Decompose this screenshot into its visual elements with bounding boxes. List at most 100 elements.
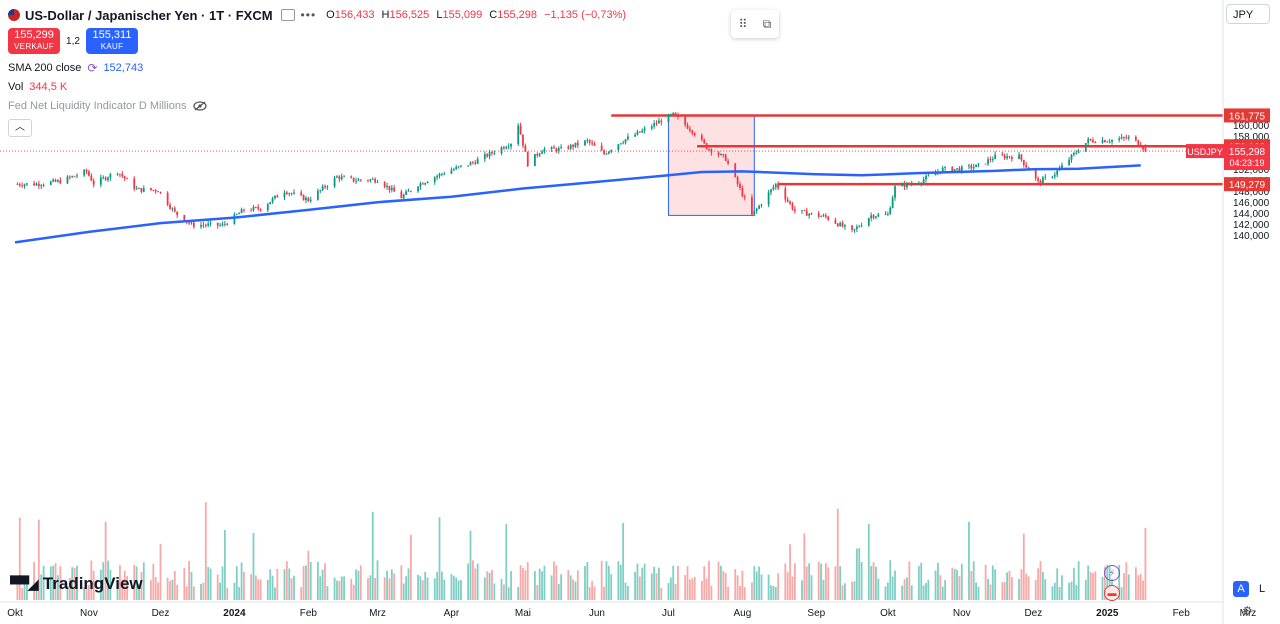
candle-body [290, 193, 293, 195]
candle-body [436, 175, 439, 178]
volume-bar [200, 583, 202, 600]
x-tick-label: Apr [444, 608, 460, 619]
candle-body [68, 176, 71, 178]
candle-body [488, 151, 491, 157]
x-tick-label: Okt [7, 608, 23, 619]
volume-bar [605, 561, 608, 600]
volume-bar [271, 575, 274, 600]
dividends-event-icon[interactable]: ⚡ [1104, 565, 1120, 581]
volume-bar [305, 565, 307, 600]
candle-body [672, 112, 675, 115]
volume-bar [767, 574, 770, 600]
x-tick-label: Mrz [369, 608, 386, 619]
candle-body [1123, 137, 1125, 138]
volume-bar [739, 585, 741, 600]
currency-selector[interactable]: JPY [1226, 4, 1270, 24]
volume-bar [250, 574, 253, 600]
candle-body [1070, 154, 1073, 160]
candle-body [526, 151, 529, 167]
candle-body [59, 180, 62, 184]
candle-body [188, 222, 190, 224]
symbol-row[interactable]: US-Dollar / Japanischer Yen · 1T · FXCM … [8, 6, 630, 24]
volume-bar [700, 580, 703, 600]
candle-body [171, 208, 174, 210]
high-key: H [381, 9, 390, 21]
volume-bar [786, 572, 789, 600]
sma-indicator-row[interactable]: SMA 200 close ⟳ 152,743 [8, 58, 630, 77]
volume-bar [235, 566, 238, 600]
collapse-legend-button[interactable]: ︿ [8, 119, 32, 137]
candle-body [285, 192, 288, 194]
volume-bar [54, 563, 57, 600]
candle-body [23, 184, 26, 187]
volume-bar [1018, 579, 1020, 600]
sell-button[interactable]: 155,299 VERKAUF [8, 28, 60, 54]
x-tick-label: Mai [515, 608, 531, 619]
candle-body [889, 208, 892, 215]
candle-body [836, 223, 839, 227]
candle-body [660, 120, 663, 123]
candle-body [1142, 146, 1144, 150]
change-value: −1,135 (−0,73%) [544, 9, 627, 21]
candle-body [1118, 138, 1121, 140]
volume-bar [438, 517, 441, 600]
candle-body [200, 224, 202, 227]
volume-bar [951, 567, 954, 600]
volume-bar [576, 570, 579, 600]
volume-bar [274, 587, 276, 600]
volume-bar [316, 561, 319, 600]
sync-icon[interactable]: ⟳ [87, 60, 98, 75]
volume-bar [68, 578, 71, 600]
volume-bar [867, 524, 870, 600]
volume-bar [493, 583, 496, 600]
volume-bar [760, 574, 763, 600]
maximize-icon[interactable] [280, 9, 295, 21]
price-axis[interactable]: 162,000160,000158,000156,000154,000152,0… [1233, 110, 1270, 242]
volume-bar [486, 571, 489, 600]
candle-body [569, 144, 572, 149]
volume-bar [102, 562, 105, 600]
volume-bar [689, 579, 691, 600]
log-scale-button[interactable]: L [1258, 583, 1266, 595]
candle-body [789, 201, 791, 204]
symbol-title[interactable]: US-Dollar / Japanischer Yen · 1T · FXCM [25, 7, 273, 23]
volume-bar [73, 567, 76, 600]
volume-indicator-row[interactable]: Vol 344,5 K [8, 77, 630, 96]
settings-gear-icon[interactable]: ⚙ [1242, 604, 1253, 618]
volume-bar [209, 568, 212, 600]
hline-price-tag [1224, 108, 1270, 123]
volume-bar [307, 550, 310, 600]
candle-body [223, 223, 226, 225]
horizontal-lines[interactable] [611, 114, 1223, 186]
volume-bar [836, 508, 839, 600]
candle-body [190, 222, 193, 224]
candle-body [622, 142, 625, 144]
candle-body [793, 209, 796, 212]
candle-body [92, 180, 95, 185]
candle-body [390, 187, 393, 191]
volume-bar [944, 580, 946, 600]
volume-bar [59, 566, 62, 600]
more-options-icon[interactable]: ••• [300, 8, 317, 22]
volume-bar [21, 587, 24, 600]
auto-scale-button[interactable]: A [1233, 581, 1249, 597]
volume-bar [171, 579, 174, 600]
time-axis[interactable]: Okt Nov Dez 2024 Feb Mrz Apr Mai Jun Jul Aug Sep Okt… [7, 608, 1256, 619]
candle-body [33, 183, 35, 186]
candle-body [271, 198, 274, 203]
highlight-rectangle[interactable] [667, 114, 755, 216]
candle-body [741, 187, 744, 197]
buy-button[interactable]: 155,311 KAUF [86, 28, 138, 54]
candle-body [653, 123, 656, 127]
object-tree-icon[interactable]: ⧉ [762, 16, 772, 31]
fed-indicator-row[interactable]: Fed Net Liquidity Indicator D Millions [8, 96, 630, 115]
volume-bar [1034, 580, 1037, 600]
drag-handle-icon[interactable]: ⠿ [738, 17, 748, 31]
x-tick-label: 2024 [223, 608, 246, 619]
volume-bar [467, 563, 470, 600]
candle-body [355, 180, 357, 182]
hidden-eye-icon[interactable] [192, 100, 207, 111]
volume-bar [76, 565, 78, 600]
us-economic-event-icon[interactable]: ▬ [1104, 585, 1120, 601]
